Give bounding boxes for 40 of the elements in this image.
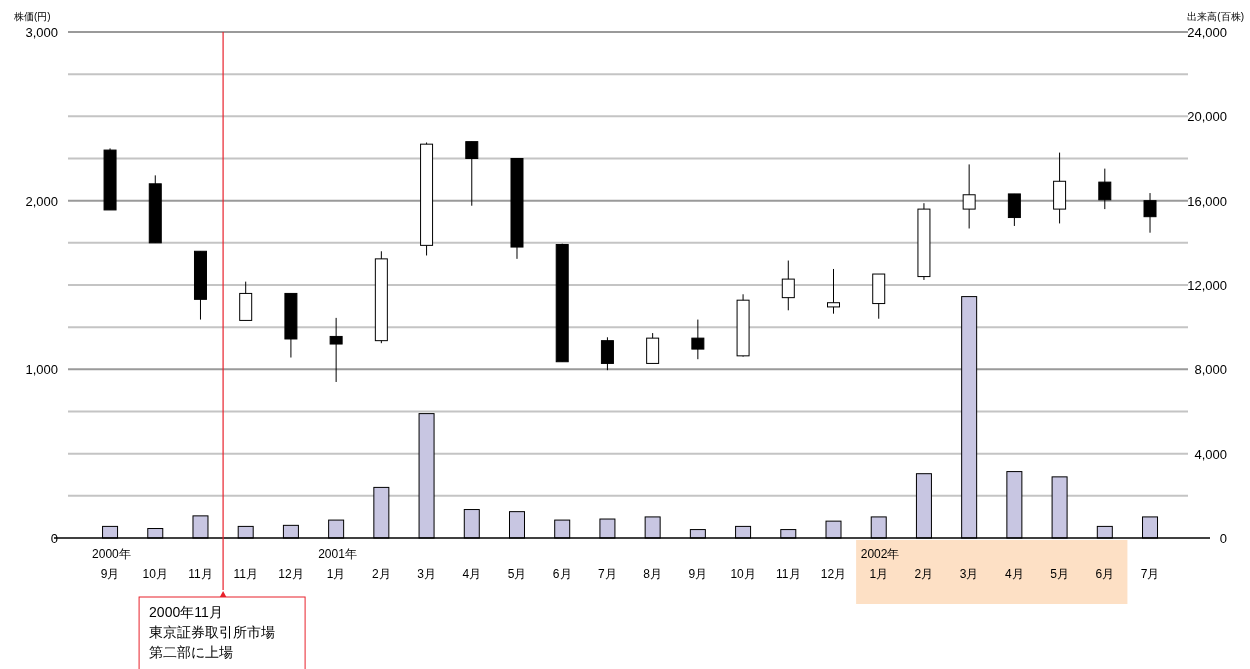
y-tick-label: 0 [50, 531, 58, 546]
y2-tick-label: 0 [1219, 531, 1227, 546]
x-tick-label: 10月 [142, 567, 168, 581]
x-tick-label: 10月 [730, 567, 756, 581]
x-tick-label: 6月 [1095, 567, 1115, 581]
x-tick-label: 3月 [417, 567, 436, 581]
y2-tick-label: 20,000 [1187, 109, 1227, 125]
y2-tick-label: 8,000 [1194, 362, 1227, 378]
text: 東京証券取引所市場 [149, 624, 276, 640]
x-tick-label: 11月 [233, 567, 258, 581]
y2-axis-title: 出来高(百株) [1187, 11, 1244, 22]
x-tick-label: 7月 [598, 567, 617, 581]
x-tick-label: 2001年 1月 [318, 547, 357, 581]
x-tick-label: 11月 [776, 567, 801, 581]
x-tick-label: 12月 [278, 567, 304, 581]
y2-tick-label: 4,000 [1194, 446, 1227, 462]
x-tick-label: 7月 [1140, 567, 1160, 581]
y-tick-label: 2,000 [25, 193, 58, 209]
x-tick-label: 4月 [1005, 567, 1024, 581]
x-tick-label: 2000年 9月 [92, 547, 131, 581]
x-tick-label: 4月 [462, 567, 482, 581]
y2-tick-label: 16,000 [1187, 193, 1227, 209]
y-tick-label: 3,000 [25, 25, 58, 40]
x-tick-label: 11月 [188, 567, 213, 581]
text: 第二部に上場 [149, 644, 234, 660]
x-tick-label: 3月 [959, 567, 979, 581]
x-tick-label: 5月 [507, 567, 527, 581]
x-tick-label: 9月 [688, 567, 708, 581]
x-tick-label: 12月 [820, 567, 847, 581]
x-tick-label: 2002年 1月 [860, 547, 900, 581]
x-tick-label: 2月 [914, 567, 934, 581]
text: 2000年11月 [149, 604, 223, 620]
x-tick-label: 6月 [552, 567, 572, 581]
y2-tick-label: 12,000 [1187, 278, 1227, 293]
y-tick-label: 1,000 [25, 362, 58, 378]
x-tick-label: 5月 [1050, 567, 1069, 581]
y-axis-title: 株価(円) [13, 11, 51, 22]
x-tick-label: 2月 [372, 567, 391, 581]
y2-tick-label: 24,000 [1187, 25, 1227, 40]
x-tick-label: 8月 [643, 567, 662, 581]
